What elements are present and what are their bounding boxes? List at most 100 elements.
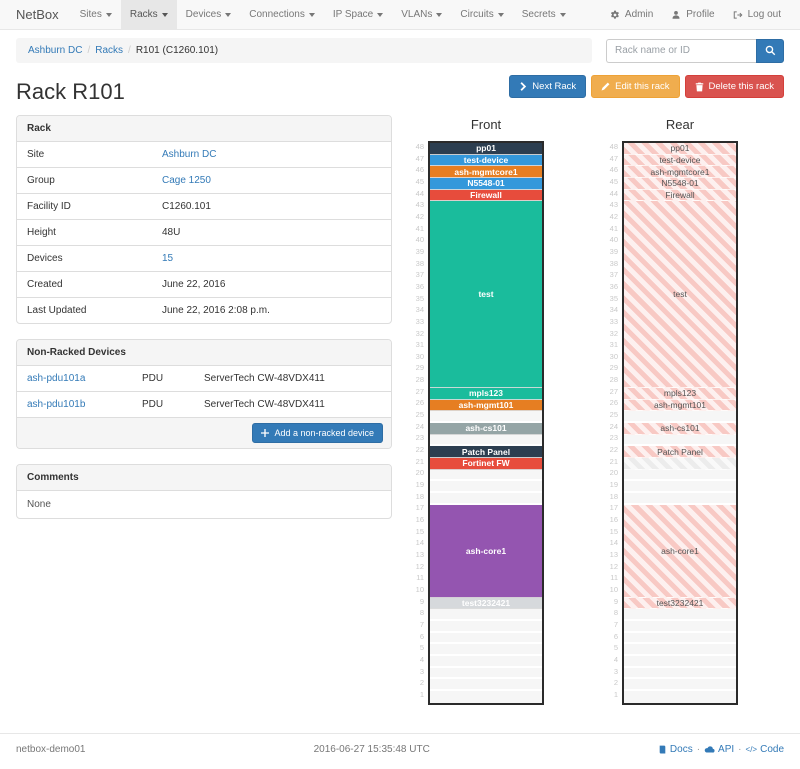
unit-number: 38 <box>609 258 618 268</box>
add-non-racked-device-button[interactable]: Add a non-racked device <box>252 423 383 443</box>
rack-panel: Rack Site Ashburn DC Group Cage 1250 Fac… <box>16 115 392 324</box>
rack-unit-device[interactable]: mpls123 <box>624 387 736 400</box>
navbar-right: Admin Profile Log out <box>601 0 800 29</box>
profile-link[interactable]: Profile <box>662 0 723 29</box>
nav-item-vlans[interactable]: VLANs <box>392 0 451 29</box>
rack-unit-device[interactable]: ash-mgmtcore1 <box>624 166 736 178</box>
unit-number: 36 <box>415 281 424 291</box>
rack-unit-device[interactable]: N5548-01 <box>624 177 736 190</box>
rack-search <box>606 38 784 63</box>
rack-unit-device[interactable]: test-device <box>430 154 542 167</box>
unit-number: 9 <box>613 596 618 606</box>
unit-number: 30 <box>415 351 424 361</box>
search-input[interactable] <box>606 38 756 63</box>
rack-unit-device[interactable]: ash-mgmtcore1 <box>430 166 542 178</box>
unit-numbers-column: 48 47 46 45 44 43 42 41 40 39 38 37 36 35 34 33 32 31 30 29… <box>606 141 622 705</box>
unit-number: 40 <box>609 235 618 245</box>
breadcrumb-site-link[interactable]: Ashburn DC <box>28 45 83 56</box>
unit-number: 10 <box>609 584 618 594</box>
chevron-down-icon <box>436 12 443 17</box>
group-link[interactable]: Cage 1250 <box>162 175 211 186</box>
nav-item-devices[interactable]: Devices <box>177 0 241 29</box>
rack-unit-device[interactable]: Patch Panel <box>430 446 542 458</box>
next-rack-label: Next Rack <box>532 81 577 92</box>
unit-number: 33 <box>415 316 424 326</box>
nav-item-racks[interactable]: Racks <box>120 0 177 29</box>
logout-label: Log out <box>747 9 781 20</box>
rack-unit-device[interactable]: ash-cs101 <box>430 422 542 435</box>
rack-unit-device[interactable]: test <box>430 201 542 388</box>
unit-number: 22 <box>609 445 618 455</box>
edit-rack-label: Edit this rack <box>615 81 670 92</box>
nav-item-label: IP Space <box>332 9 374 20</box>
nav-item-circuits[interactable]: Circuits <box>451 0 512 29</box>
unit-number: 39 <box>609 246 618 256</box>
rack-unit-device[interactable]: ash-mgmt101 <box>624 399 736 412</box>
rack-unit-device[interactable]: Patch Panel <box>624 446 736 458</box>
device-model: ServerTech CW-48VDX411 <box>204 399 325 410</box>
rack-unit-device[interactable]: test3232421 <box>624 597 736 610</box>
unit-number: 7 <box>419 619 424 629</box>
unit-number: 37 <box>609 270 618 280</box>
rack-unit-device[interactable]: ash-core1 <box>624 504 736 598</box>
rack-unit-device[interactable]: Fortinet FW <box>430 457 542 470</box>
table-row: Group Cage 1250 <box>17 167 391 193</box>
chevron-down-icon <box>161 12 168 17</box>
comments-body: None <box>27 499 51 510</box>
device-link[interactable]: ash-pdu101a <box>27 373 86 384</box>
brand-logo[interactable]: NetBox <box>16 7 59 22</box>
chevron-down-icon <box>105 12 112 17</box>
nav-item-secrets[interactable]: Secrets <box>513 0 575 29</box>
unit-number: 38 <box>415 258 424 268</box>
next-rack-button[interactable]: Next Rack <box>509 75 587 98</box>
delete-rack-button[interactable]: Delete this rack <box>684 75 784 98</box>
breadcrumb-racks-link[interactable]: Racks <box>95 45 124 56</box>
breadcrumb: Ashburn DC / Racks / R101 (C1260.101) <box>16 38 592 63</box>
nav-item-ip-space[interactable]: IP Space <box>324 0 392 29</box>
devices-count-link[interactable]: 15 <box>162 253 174 264</box>
api-link[interactable]: API <box>704 744 734 755</box>
edit-rack-button[interactable]: Edit this rack <box>591 75 680 98</box>
rack-unit-empty <box>430 632 542 645</box>
docs-link[interactable]: Docs <box>658 744 693 755</box>
admin-link[interactable]: Admin <box>601 0 662 29</box>
rack-unit-device[interactable]: test-device <box>624 154 736 167</box>
site-link[interactable]: Ashburn DC <box>162 149 217 160</box>
rack-unit-device[interactable]: pp01 <box>430 143 542 155</box>
unit-number: 21 <box>609 456 618 466</box>
rack-unit-device[interactable]: Firewall <box>624 189 736 202</box>
rack-unit-device[interactable]: ash-core1 <box>430 504 542 598</box>
attr-label: Devices <box>27 253 63 264</box>
rack-unit-empty <box>624 469 736 482</box>
rack-unit-device[interactable]: ash-mgmt101 <box>430 399 542 412</box>
rack-unit-device[interactable]: pp01 <box>624 143 736 155</box>
rack-unit-device[interactable]: Firewall <box>430 189 542 202</box>
unit-number: 19 <box>415 480 424 490</box>
rack-unit-empty <box>624 411 736 423</box>
rack-unit-device[interactable]: N5548-01 <box>430 177 542 190</box>
rack-unit-empty <box>430 492 542 505</box>
footer-separator: · <box>738 743 742 755</box>
unit-number: 10 <box>415 584 424 594</box>
unit-number: 4 <box>419 654 424 664</box>
rack-elevations: Front 48 47 46 45 44 43 42 41 40 39 38 37 36 35 34 33 32… <box>412 117 738 705</box>
rack-unit-device[interactable]: mpls123 <box>430 387 542 400</box>
nav-item-connections[interactable]: Connections <box>240 0 324 29</box>
nav-item-label: Circuits <box>460 9 494 20</box>
rack-unit-device[interactable]: test3232421 <box>430 597 542 610</box>
code-link[interactable]: </> Code <box>746 744 784 755</box>
unit-number: 43 <box>609 200 618 210</box>
device-link[interactable]: ash-pdu101b <box>27 399 86 410</box>
logout-link[interactable]: Log out <box>724 0 790 29</box>
rack-unit-device[interactable]: ash-cs101 <box>624 422 736 435</box>
nav-item-sites[interactable]: Sites <box>71 0 121 29</box>
search-button[interactable] <box>756 38 784 63</box>
unit-number: 12 <box>415 561 424 571</box>
last-updated-value: June 22, 2016 2:08 p.m. <box>162 305 270 316</box>
unit-number: 24 <box>415 421 424 431</box>
front-rack: pp01 test-device ash-mgmtcore1 N5548-01 Fire… <box>428 141 544 705</box>
unit-number: 17 <box>609 503 618 513</box>
device-model: ServerTech CW-48VDX411 <box>204 373 325 384</box>
rack-unit-device[interactable]: test <box>624 201 736 388</box>
attr-label: Height <box>27 227 56 238</box>
